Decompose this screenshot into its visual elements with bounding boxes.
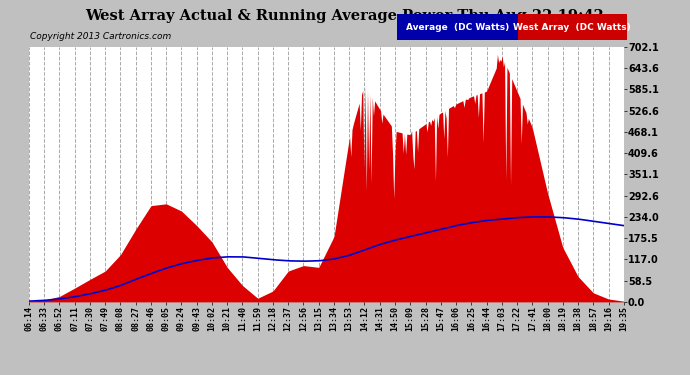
Text: West Array  (DC Watts): West Array (DC Watts): [513, 22, 631, 32]
Text: Average  (DC Watts): Average (DC Watts): [406, 22, 509, 32]
Text: Copyright 2013 Cartronics.com: Copyright 2013 Cartronics.com: [30, 32, 171, 41]
Text: West Array Actual & Running Average Power Thu Aug 22 19:42: West Array Actual & Running Average Powe…: [86, 9, 604, 23]
